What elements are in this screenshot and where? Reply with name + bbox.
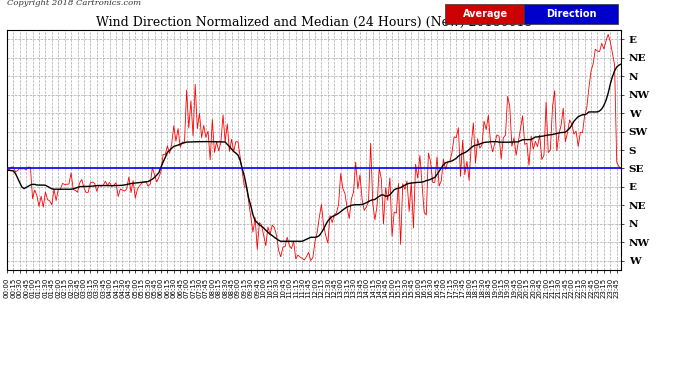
Text: Direction: Direction xyxy=(546,9,597,19)
Text: Copyright 2018 Cartronics.com: Copyright 2018 Cartronics.com xyxy=(7,0,141,7)
Text: Average: Average xyxy=(462,9,508,19)
Title: Wind Direction Normalized and Median (24 Hours) (New) 20180615: Wind Direction Normalized and Median (24… xyxy=(96,16,532,29)
